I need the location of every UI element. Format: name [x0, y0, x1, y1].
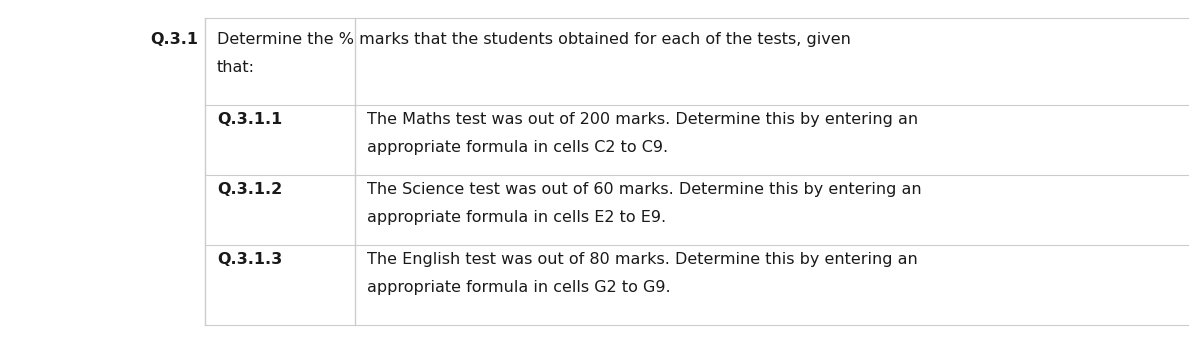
- Text: appropriate formula in cells G2 to G9.: appropriate formula in cells G2 to G9.: [367, 280, 671, 295]
- Text: appropriate formula in cells E2 to E9.: appropriate formula in cells E2 to E9.: [367, 210, 666, 225]
- Text: Determine the % marks that the students obtained for each of the tests, given: Determine the % marks that the students …: [217, 32, 851, 47]
- Text: Q.3.1.1: Q.3.1.1: [217, 112, 282, 127]
- Text: The Maths test was out of 200 marks. Determine this by entering an: The Maths test was out of 200 marks. Det…: [367, 112, 918, 127]
- Text: The English test was out of 80 marks. Determine this by entering an: The English test was out of 80 marks. De…: [367, 252, 918, 267]
- Text: that:: that:: [217, 60, 256, 75]
- Text: The Science test was out of 60 marks. Determine this by entering an: The Science test was out of 60 marks. De…: [367, 182, 922, 197]
- Text: appropriate formula in cells C2 to C9.: appropriate formula in cells C2 to C9.: [367, 140, 668, 155]
- Text: Q.3.1.2: Q.3.1.2: [217, 182, 282, 197]
- Text: Q.3.1: Q.3.1: [150, 32, 198, 47]
- Text: Q.3.1.3: Q.3.1.3: [217, 252, 282, 267]
